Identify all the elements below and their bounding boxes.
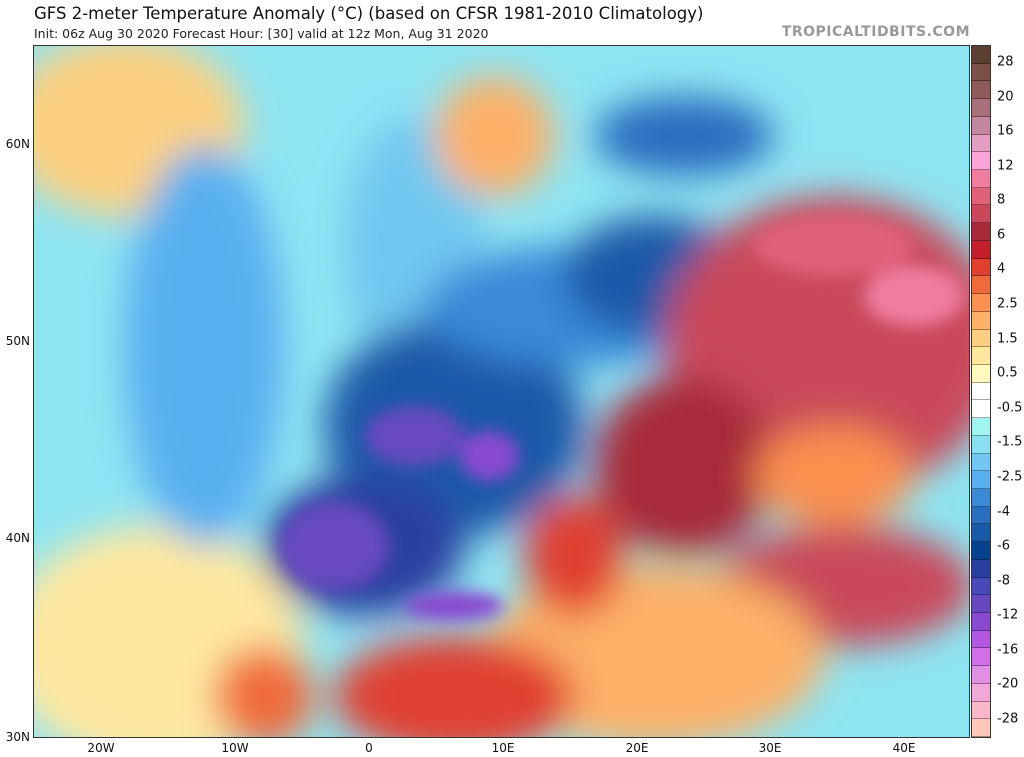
colorbar-label: -20 bbox=[997, 676, 1019, 692]
colorbar-label: -12 bbox=[997, 607, 1019, 623]
colorbar-segment bbox=[972, 187, 990, 206]
colorbar-segment bbox=[972, 648, 990, 667]
lat-label: 50N bbox=[5, 334, 30, 348]
colorbar-segment bbox=[972, 382, 990, 401]
colorbar-segment bbox=[972, 453, 990, 472]
colorbar-label: -16 bbox=[997, 642, 1019, 658]
lat-label: 60N bbox=[5, 137, 30, 151]
lon-label: 30E bbox=[758, 741, 782, 755]
colorbar-segment bbox=[972, 258, 990, 277]
lon-label: 20W bbox=[87, 741, 115, 755]
colorbar-segment bbox=[972, 400, 990, 419]
colorbar-segment bbox=[972, 170, 990, 188]
colorbar-label: 16 bbox=[997, 123, 1014, 139]
colorbar-segment bbox=[972, 240, 990, 259]
colorbar-segment bbox=[972, 205, 990, 224]
colorbar-segment bbox=[972, 559, 990, 578]
colorbar-segment bbox=[972, 435, 990, 454]
lat-label: 40N bbox=[5, 531, 30, 545]
colorbar-segment bbox=[972, 630, 990, 649]
colorbar-segment bbox=[972, 613, 990, 631]
colorbar-segment bbox=[972, 81, 990, 100]
colorbar-label: -28 bbox=[997, 711, 1019, 727]
colorbar-segment bbox=[972, 329, 990, 348]
colorbar-segment bbox=[972, 683, 990, 702]
colorbar-segment bbox=[972, 364, 990, 383]
lon-label: 20E bbox=[625, 741, 649, 755]
colorbar-segment bbox=[972, 506, 990, 525]
colorbar-label: 0.5 bbox=[997, 365, 1018, 381]
colorbar-label: -6 bbox=[997, 538, 1010, 554]
lon-label: 0 bbox=[365, 741, 373, 755]
colorbar-segment bbox=[972, 116, 990, 135]
colorbar-label: 8 bbox=[997, 192, 1006, 208]
colorbar-segment bbox=[972, 488, 990, 507]
lon-label: 40E bbox=[892, 741, 916, 755]
colorbar-label: -8 bbox=[997, 573, 1010, 589]
temperature-anomaly-map bbox=[33, 45, 970, 738]
map-subtitle: Init: 06z Aug 30 2020 Forecast Hour: [30… bbox=[34, 26, 489, 41]
colorbar-segment bbox=[972, 471, 990, 489]
colorbar-label: 4 bbox=[997, 261, 1006, 277]
colorbar-label: 2.5 bbox=[997, 296, 1018, 312]
colorbar-segment bbox=[972, 134, 990, 153]
colorbar-label: 28 bbox=[997, 54, 1014, 70]
lat-label: 30N bbox=[5, 730, 30, 744]
lon-label: 10W bbox=[221, 741, 249, 755]
colorbar-segment bbox=[972, 276, 990, 295]
colorbar-label: 12 bbox=[997, 158, 1014, 174]
brand-watermark: TROPICALTIDBITS.COM bbox=[781, 24, 970, 40]
colorbar-segment bbox=[972, 347, 990, 365]
colorbar-segment bbox=[972, 666, 990, 684]
colorbar-segment bbox=[972, 223, 990, 241]
colorbar-segment bbox=[972, 524, 990, 543]
colorbar-label: 6 bbox=[997, 227, 1006, 243]
colorbar-segment bbox=[972, 595, 990, 613]
colorbar-label: -2.5 bbox=[997, 469, 1023, 485]
colorbar bbox=[971, 45, 991, 738]
colorbar-label: -1.5 bbox=[997, 434, 1023, 450]
colorbar-label: -4 bbox=[997, 504, 1010, 520]
colorbar-segment bbox=[972, 719, 990, 738]
colorbar-segment bbox=[972, 46, 990, 64]
colorbar-segment bbox=[972, 701, 990, 720]
map-title: GFS 2-meter Temperature Anomaly (°C) (ba… bbox=[34, 4, 704, 23]
colorbar-label: 1.5 bbox=[997, 331, 1018, 347]
colorbar-segment bbox=[972, 152, 990, 171]
colorbar-segment bbox=[972, 311, 990, 330]
lon-label: 10E bbox=[491, 741, 515, 755]
colorbar-segment bbox=[972, 577, 990, 596]
colorbar-segment bbox=[972, 99, 990, 117]
colorbar-label: 20 bbox=[997, 89, 1014, 105]
colorbar-segment bbox=[972, 294, 990, 312]
colorbar-segment bbox=[972, 63, 990, 82]
colorbar-segment bbox=[972, 418, 990, 436]
colorbar-segment bbox=[972, 542, 990, 560]
colorbar-label: -0.5 bbox=[997, 400, 1023, 416]
